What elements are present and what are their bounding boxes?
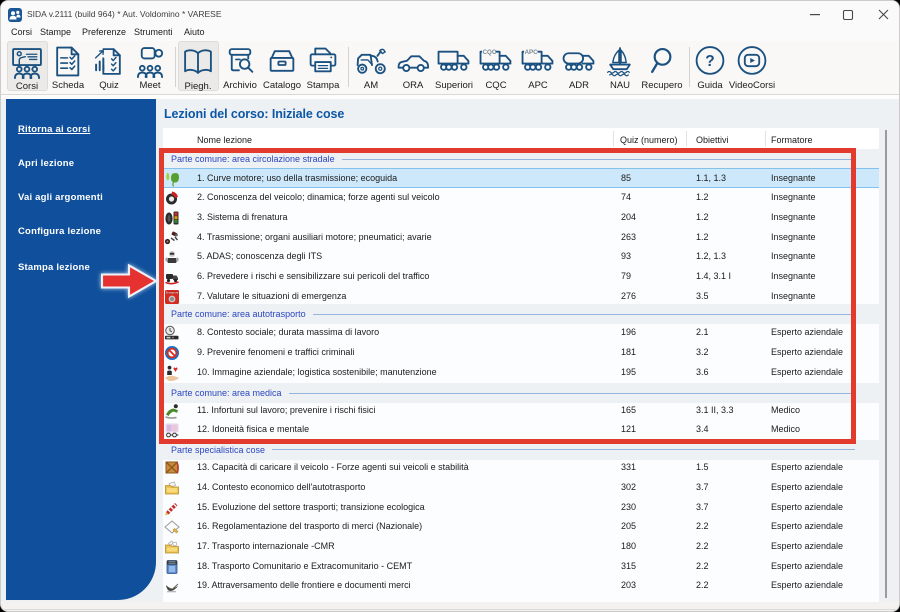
svg-text:♥: ♥ xyxy=(173,365,178,374)
svg-text:Emergenza: Emergenza xyxy=(166,291,179,294)
svg-text:CQC: CQC xyxy=(483,49,497,56)
svg-text:APC: APC xyxy=(525,49,539,56)
svg-text:?: ? xyxy=(705,53,714,70)
